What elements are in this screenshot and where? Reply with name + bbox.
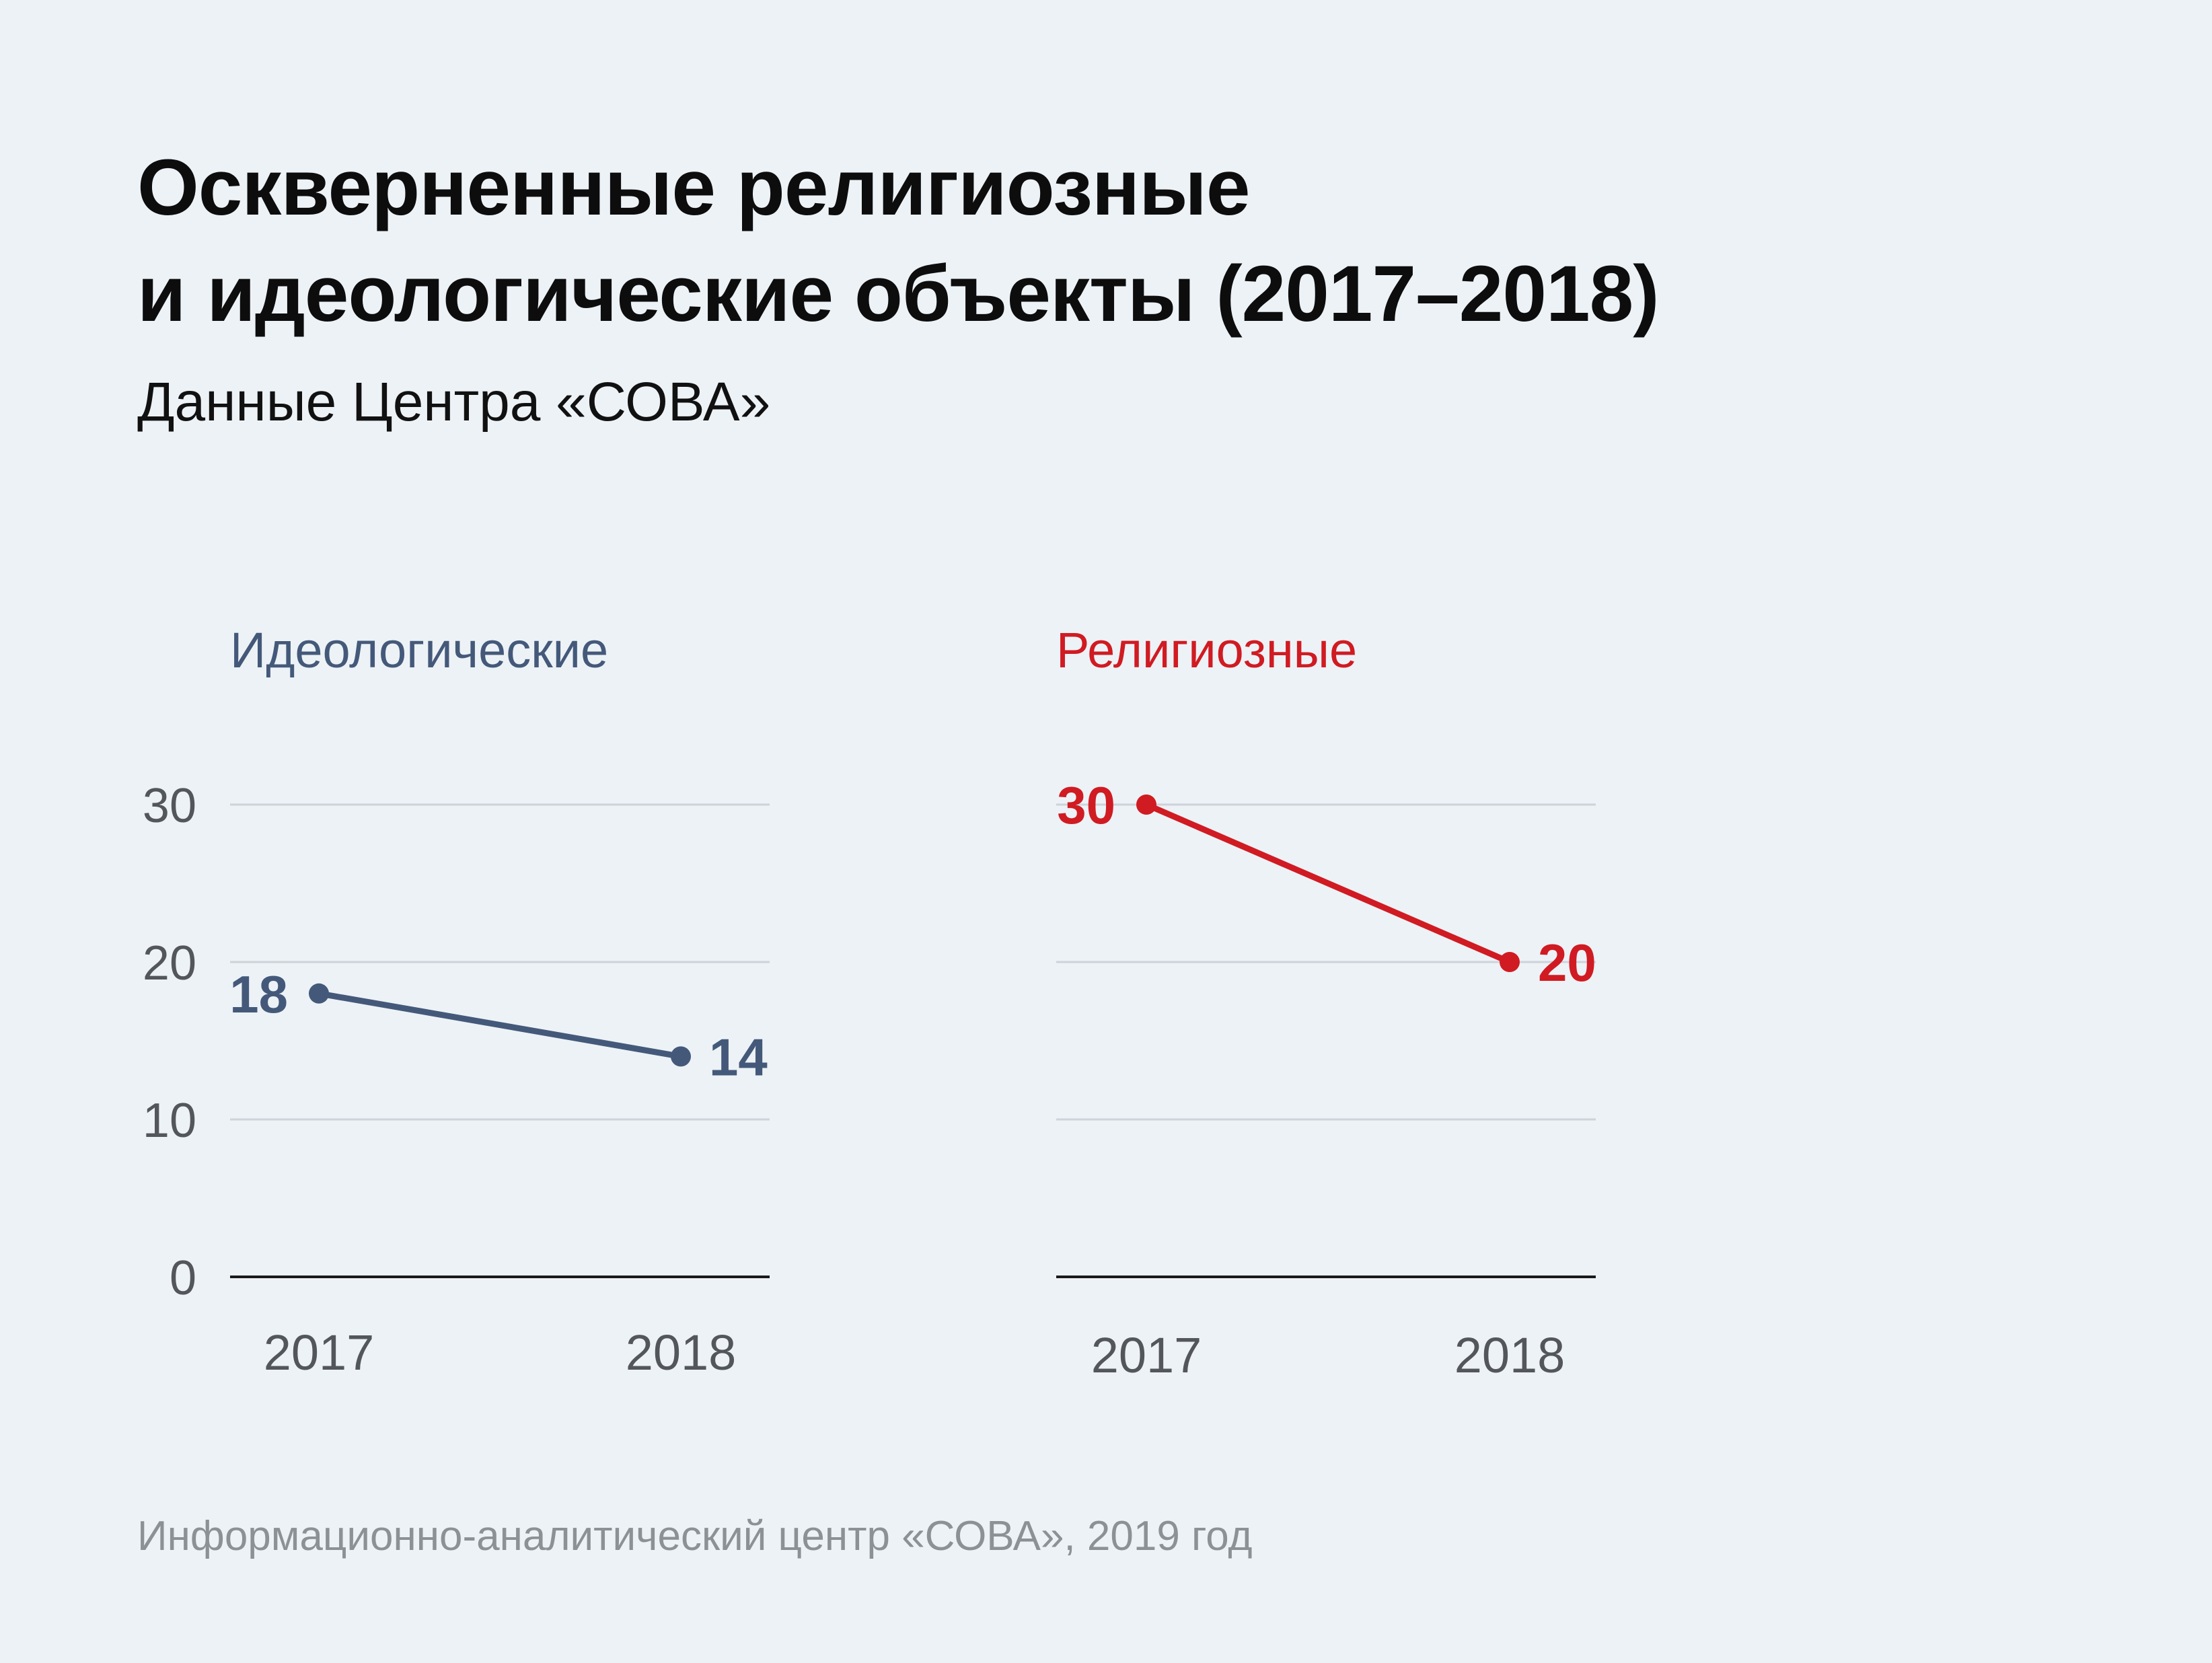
series-line <box>316 990 684 1060</box>
y-tick-label: 0 <box>170 1251 196 1305</box>
data-point <box>671 1046 691 1067</box>
x-tick-label: 2018 <box>1454 1327 1565 1383</box>
chart-panel-2: Религиозные 2017 2018 30 20 <box>1056 622 1596 1383</box>
page-subtitle: Данные Центра «СОВА» <box>137 371 771 433</box>
chart-title: Идеологические <box>230 622 608 678</box>
data-label: 20 <box>1538 933 1596 992</box>
chart-panel-1: Идеологические 0 10 20 30 2017 2018 18 14 <box>143 622 770 1380</box>
data-label: 14 <box>709 1027 768 1086</box>
x-tick-label: 2017 <box>264 1325 375 1380</box>
data-point <box>309 983 329 1004</box>
data-point <box>1136 794 1156 815</box>
chart-title: Религиозные <box>1056 622 1357 678</box>
y-tick-label: 10 <box>143 1094 196 1148</box>
data-point <box>1500 952 1520 972</box>
x-tick-label: 2018 <box>626 1325 737 1380</box>
title-line-2: и идеологические объекты (2017–2018) <box>137 250 1660 338</box>
page-title: Оскверненные религиозные и идеологически… <box>137 135 1660 347</box>
series-line <box>1143 801 1513 965</box>
data-label: 18 <box>229 965 288 1024</box>
x-tick-label: 2017 <box>1091 1327 1202 1383</box>
title-line-1: Оскверненные религиозные <box>137 143 1251 232</box>
source-footer: Информационно-аналитический центр «СОВА»… <box>137 1513 1253 1559</box>
y-tick-label: 30 <box>143 779 196 833</box>
data-label: 30 <box>1057 776 1115 835</box>
y-tick-label: 20 <box>143 936 196 990</box>
